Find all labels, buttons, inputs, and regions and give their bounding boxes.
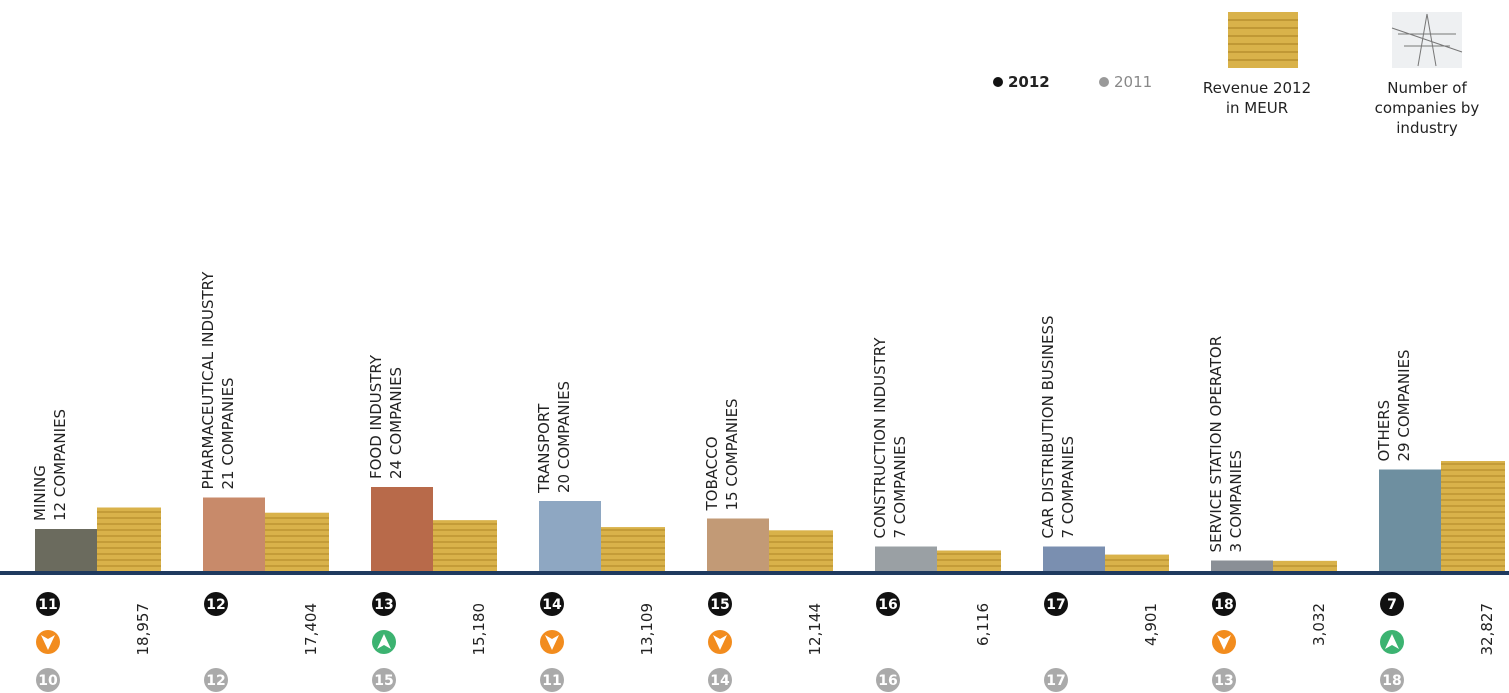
rank-2012 (1380, 592, 1404, 616)
revenue-label: 17,404 (302, 603, 320, 656)
industry-name: CONSTRUCTION INDUSTRY (871, 337, 889, 539)
company-count: 7 COMPANIES (1059, 436, 1077, 539)
industry-name: MINING (31, 465, 49, 521)
rank-2012 (204, 592, 228, 616)
rank-2012 (708, 592, 732, 616)
rank-2012 (1212, 592, 1236, 616)
rank-2012-label: 14 (542, 597, 562, 613)
rank-2011-label: 13 (1214, 673, 1233, 689)
revenue-label: 6,116 (974, 603, 992, 646)
industry-photo (875, 546, 937, 571)
rank-2012 (540, 592, 564, 616)
industry-name: TRANSPORT (535, 403, 553, 494)
industry-photo (1211, 560, 1273, 571)
industry-name: TOBACCO (703, 436, 721, 511)
rank-2012 (1044, 592, 1068, 616)
legend-companies: companies by (1375, 99, 1480, 117)
rank-2011 (36, 668, 60, 692)
rank-2011 (1212, 668, 1236, 692)
rank-2012-label: 7 (1387, 597, 1397, 613)
coin-icon (1228, 12, 1298, 68)
revenue-label: 12,144 (806, 603, 824, 656)
company-count: 29 COMPANIES (1395, 349, 1413, 461)
industry-photo (35, 529, 97, 571)
revenue-label: 4,901 (1142, 603, 1160, 646)
rank-2012 (36, 592, 60, 616)
company-count: 24 COMPANIES (387, 367, 405, 479)
legend-companies: industry (1396, 119, 1458, 137)
trend-arrow (1217, 635, 1231, 650)
legend-revenue: Revenue 2012 (1203, 79, 1311, 97)
legend-2011: 2011 (1114, 73, 1152, 91)
rank-2012-label: 18 (1214, 597, 1233, 613)
coin-stack (1105, 554, 1169, 571)
industry-name: PHARMACEUTICAL INDUSTRY (199, 271, 217, 490)
rank-2011 (204, 668, 228, 692)
trend-arrow (377, 634, 391, 649)
rank-2011 (708, 668, 732, 692)
legend-2012: 2012 (1008, 73, 1050, 91)
rank-2011 (1380, 668, 1404, 692)
rank-2012-label: 15 (710, 597, 729, 613)
revenue-label: 32,827 (1478, 603, 1496, 656)
revenue-label: 13,109 (638, 603, 656, 656)
revenue-label: 15,180 (470, 603, 488, 656)
rank-2011-label: 12 (206, 673, 225, 689)
coin-stack (433, 520, 497, 571)
rank-2011-label: 15 (374, 673, 393, 689)
rank-2011 (1044, 668, 1068, 692)
trend-arrow (1385, 634, 1399, 649)
industry-photo (1379, 469, 1441, 571)
legend-companies: Number of (1387, 79, 1467, 97)
industry-photo (203, 497, 265, 571)
coin-stack (97, 507, 161, 571)
rank-2012 (372, 592, 396, 616)
rank-2012-label: 13 (374, 597, 393, 613)
industry-photo (539, 501, 601, 571)
legend-revenue: in MEUR (1226, 99, 1288, 117)
rank-2012-label: 12 (206, 597, 225, 613)
rank-2011 (540, 668, 564, 692)
rank-2011 (876, 668, 900, 692)
industry-photo (371, 487, 433, 571)
industry-photo (707, 518, 769, 571)
rank-2012-label: 11 (38, 597, 57, 613)
trend-arrow (545, 635, 559, 650)
industry-name: OTHERS (1375, 400, 1393, 462)
company-count: 12 COMPANIES (51, 409, 69, 521)
legend-dot (1099, 77, 1109, 87)
pylon-icon (1391, 12, 1463, 68)
company-count: 21 COMPANIES (219, 377, 237, 489)
rank-2011-label: 18 (1382, 673, 1401, 689)
rank-2012-label: 16 (878, 597, 897, 613)
legend-dot (993, 77, 1003, 87)
industry-name: SERVICE STATION OPERATOR (1207, 336, 1225, 553)
company-count: 3 COMPANIES (1227, 450, 1245, 553)
rank-2011-label: 10 (38, 673, 58, 689)
coin-stack (769, 530, 833, 571)
rank-2011-label: 14 (710, 673, 730, 689)
company-count: 20 COMPANIES (555, 381, 573, 493)
rank-2012-label: 17 (1046, 597, 1065, 613)
rank-2011-label: 17 (1046, 673, 1065, 689)
coin-stack (1441, 461, 1505, 571)
industry-name: FOOD INDUSTRY (367, 354, 385, 479)
revenue-label: 18,957 (134, 603, 152, 656)
revenue-label: 3,032 (1310, 603, 1328, 646)
coin-stack (601, 527, 665, 571)
industry-name: CAR DISTRIBUTION BUSINESS (1039, 315, 1057, 538)
baseline (0, 571, 1509, 575)
rank-2011 (372, 668, 396, 692)
industry-photo (1043, 546, 1105, 571)
rank-2011-label: 16 (878, 673, 897, 689)
trend-arrow (41, 635, 55, 650)
rank-2011-label: 11 (542, 673, 561, 689)
company-count: 7 COMPANIES (891, 436, 909, 539)
rank-2012 (876, 592, 900, 616)
trend-arrow (713, 635, 727, 650)
company-count: 15 COMPANIES (723, 398, 741, 510)
